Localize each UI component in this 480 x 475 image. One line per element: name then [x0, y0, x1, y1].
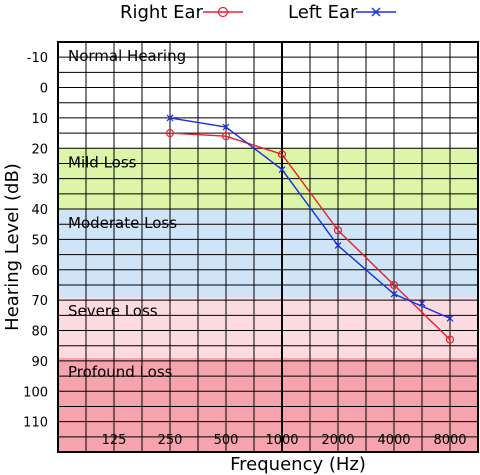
legend: Right Ear Left Ear: [120, 2, 396, 23]
legend-right-ear-label: Right Ear: [120, 2, 204, 23]
y-axis-title: Hearing Level (dB): [2, 163, 23, 331]
series-0-point-0: [165, 129, 175, 138]
band-label-2: Moderate Loss: [68, 214, 177, 232]
band-label-0: Normal Hearing: [68, 47, 186, 65]
y-tick-label-2: 10: [31, 112, 48, 127]
y-tick-labels: -10 0 10 20 30 40 50 60 70 80 90 100 110: [23, 51, 48, 430]
series-1-point-2: [278, 166, 286, 173]
x-tick-label-6: 8000: [433, 433, 466, 448]
x-tick-labels: 125 250 500 1000 2000 4000 8000: [102, 433, 467, 448]
hearing-bands: [58, 42, 478, 452]
x-axis-title: Frequency (Hz): [230, 454, 366, 475]
y-tick-label-6: 50: [31, 233, 48, 248]
legend-left-ear-label: Left Ear: [288, 2, 358, 23]
x-tick-label-2: 500: [214, 433, 239, 448]
x-tick-label-3: 1000: [265, 433, 298, 448]
y-tick-label-4: 30: [31, 173, 48, 188]
series-1-point-3: [334, 242, 342, 249]
band-4: [58, 357, 478, 452]
y-tick-label-10: 90: [31, 355, 48, 370]
x-tick-label-0: 125: [102, 433, 127, 448]
series-0-point-2: [277, 150, 287, 159]
y-tick-label-11: 100: [23, 385, 48, 400]
y-tick-label-1: 0: [40, 82, 48, 97]
y-tick-label-0: -10: [27, 51, 48, 66]
y-tick-label-12: 110: [23, 416, 48, 431]
y-tick-label-9: 80: [31, 325, 48, 340]
x-tick-label-1: 250: [158, 433, 183, 448]
x-tick-label-5: 4000: [377, 433, 410, 448]
grid-lines: [58, 42, 478, 452]
x-tick-label-4: 2000: [321, 433, 354, 448]
extra-point-0: [418, 299, 426, 307]
y-tick-label-5: 40: [31, 203, 48, 218]
series-line-1: [169, 117, 451, 320]
band-labels: Normal Hearing Mild Loss Moderate Loss Seve…: [68, 47, 186, 381]
band-label-3: Severe Loss: [68, 302, 158, 320]
y-tick-label-3: 20: [31, 142, 48, 157]
y-tick-label-8: 70: [31, 294, 48, 309]
series-0-point-1: [221, 132, 231, 141]
series-line-0: [169, 132, 451, 341]
legend-right-ear-marker: [217, 6, 229, 18]
band-label-1: Mild Loss: [68, 153, 137, 171]
y-tick-label-7: 60: [31, 264, 48, 279]
series-0-point-4: [389, 280, 399, 290]
series-layer: [165, 114, 455, 344]
series-1-point-1: [222, 123, 230, 131]
band-2: [58, 209, 478, 298]
band-0: [58, 42, 478, 149]
band-3: [58, 297, 478, 358]
plot-frame: [57, 41, 479, 453]
series-0-point-3: [333, 226, 343, 235]
series-1-point-4: [390, 290, 398, 298]
legend-left-ear-marker: [371, 7, 381, 17]
band-label-4: Profound Loss: [68, 363, 173, 381]
series-0-point-5: [445, 335, 455, 344]
series-1-point-0: [166, 114, 174, 122]
series-1-point-5: [446, 314, 454, 322]
